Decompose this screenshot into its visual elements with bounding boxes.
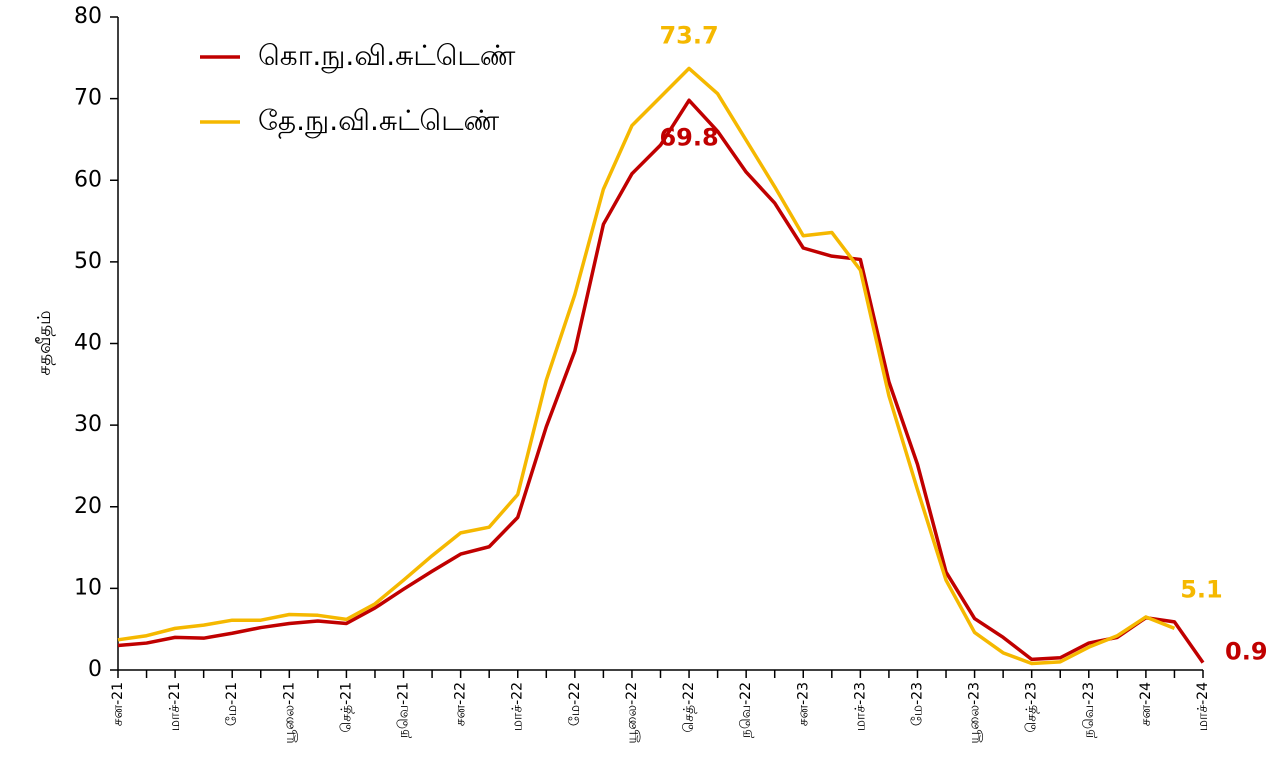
x-tick-label: மே-23 [909, 682, 925, 726]
data-label: 5.1 [1180, 575, 1223, 603]
x-tick-label: மாச்-22 [510, 682, 526, 731]
y-tick-label: 0 [88, 657, 102, 682]
x-tick-label: நவெ-23 [1081, 682, 1097, 738]
y-axis-label: சதவீதம் [34, 310, 56, 375]
data-label: 69.8 [659, 123, 718, 151]
x-tick-label: யூலை-23 [967, 682, 983, 744]
x-tick-label: மே-21 [224, 682, 240, 726]
line-series [117, 66, 1176, 666]
y-tick-label: 20 [74, 494, 102, 519]
x-tick-label: சன-23 [795, 682, 811, 726]
legend-label: கொ.நு.வி.சுட்டெண் [258, 39, 516, 74]
x-tick-label: செத்-22 [681, 682, 697, 733]
x-tick-label: யூலை-22 [624, 682, 640, 744]
x-tick-label: மாச்-21 [167, 682, 183, 731]
y-tick-label: 60 [74, 167, 102, 192]
line-series [117, 98, 1205, 664]
data-label: 73.7 [659, 21, 718, 49]
x-tick-label: மாச்-23 [852, 682, 868, 731]
data-label: 0.9 [1225, 638, 1266, 666]
x-tick-label: நவெ-21 [396, 682, 412, 738]
x-tick-label: யூலை-21 [281, 682, 297, 744]
x-tick-label: செத்-21 [338, 682, 354, 733]
x-tick-label: செத்-23 [1024, 682, 1040, 733]
x-tick-label: சன-24 [1138, 682, 1154, 726]
y-tick-label: 50 [74, 249, 102, 274]
y-tick-label: 70 [74, 86, 102, 111]
y-tick-label: 30 [74, 412, 102, 437]
x-tick-label: மே-22 [567, 682, 583, 726]
x-tick-label: நவெ-22 [738, 682, 754, 738]
x-tick-label: மாச்-24 [1195, 682, 1211, 731]
x-tick-label: சன-22 [453, 682, 469, 726]
y-tick-label: 10 [74, 575, 102, 600]
legend-label: தே.நு.வி.சுட்டெண் [258, 104, 500, 139]
y-tick-label: 80 [74, 4, 102, 29]
y-tick-label: 40 [74, 331, 102, 356]
x-tick-label: சன-21 [110, 682, 126, 726]
